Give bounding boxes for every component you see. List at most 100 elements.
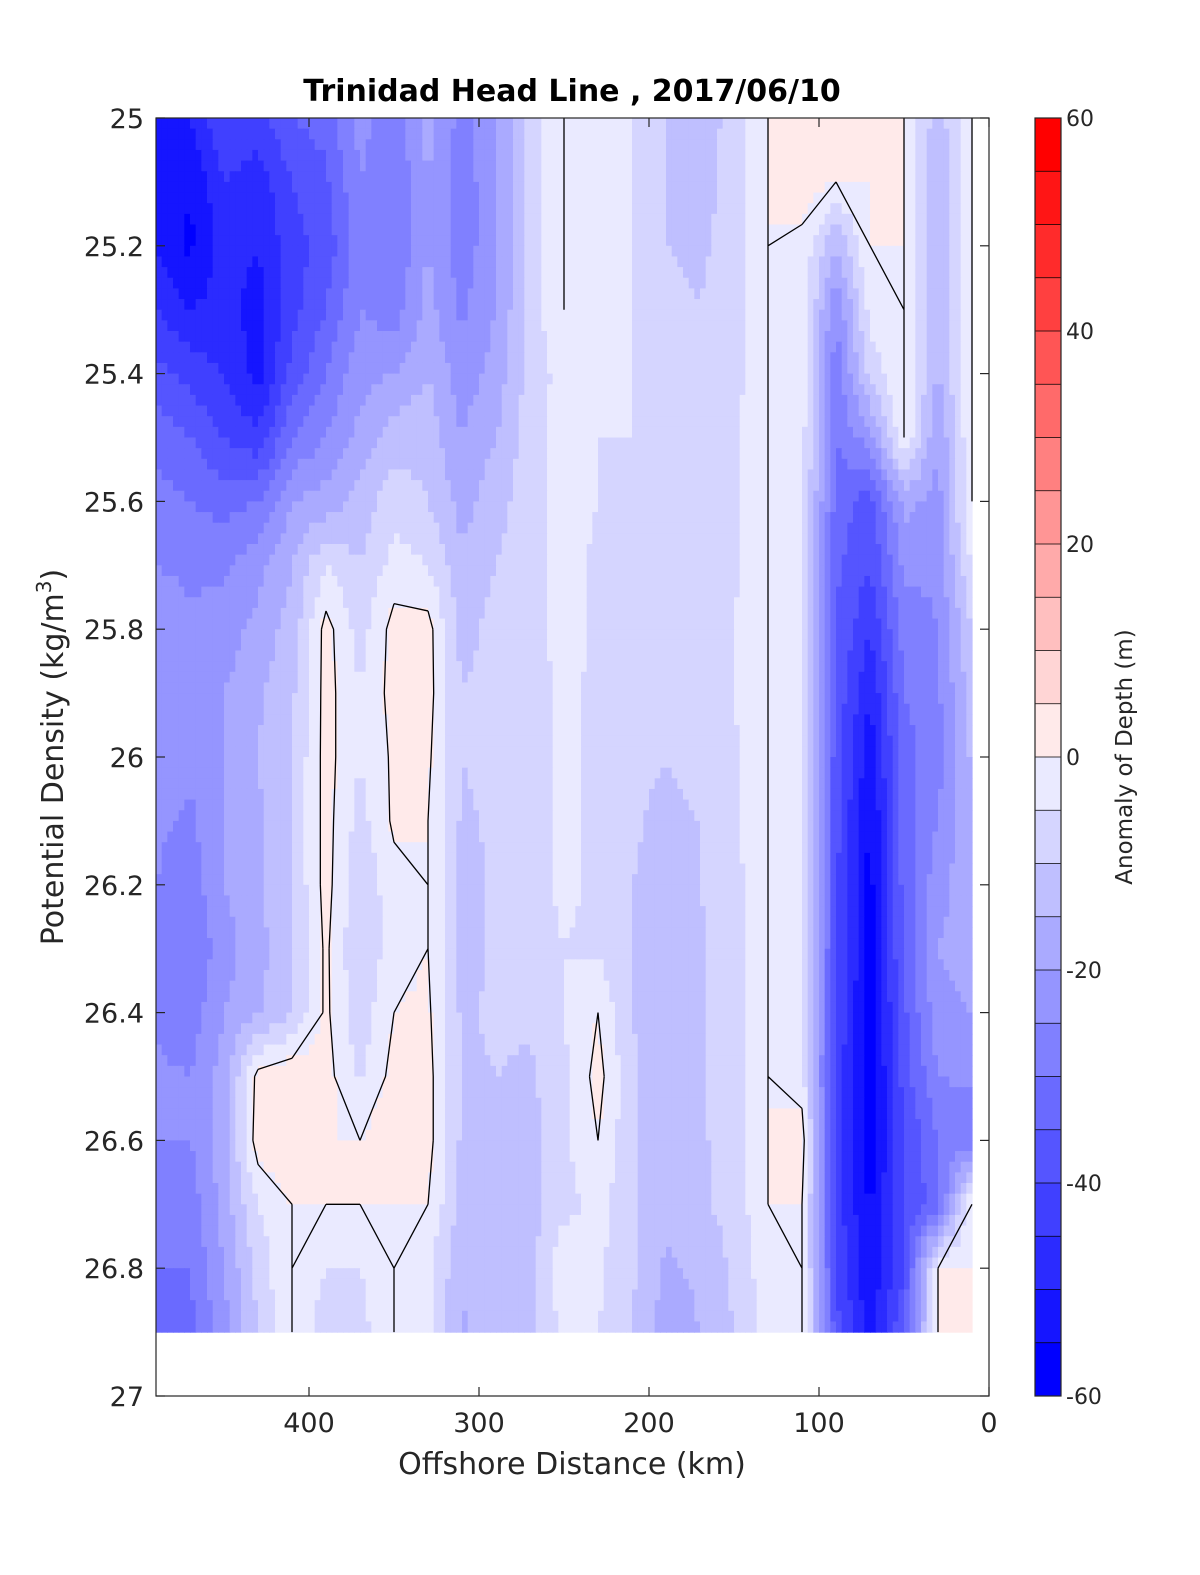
contour-cell <box>734 331 741 343</box>
contour-cell <box>660 490 667 502</box>
contour-cell <box>751 277 758 289</box>
contour-cell <box>269 362 276 375</box>
contour-cell <box>734 469 741 481</box>
contour-cell <box>263 139 270 151</box>
contour-cell <box>201 373 208 385</box>
contour-cell <box>717 309 724 321</box>
contour-cell <box>303 224 310 236</box>
contour-cell <box>496 245 503 258</box>
contour-cell <box>535 288 542 300</box>
contour-cell <box>728 267 735 279</box>
contour-cell <box>892 224 899 236</box>
contour-cell <box>847 320 854 332</box>
contour-cell <box>286 267 293 279</box>
contour-cell <box>745 458 752 471</box>
contour-cell <box>462 458 469 471</box>
contour-cell <box>258 213 265 226</box>
contour-cell <box>518 490 525 502</box>
contour-cell <box>479 480 486 492</box>
contour-cell <box>292 320 299 332</box>
contour-cell <box>348 213 355 226</box>
contour-cell <box>416 320 423 332</box>
contour-cell <box>671 192 678 204</box>
contour-cell <box>666 118 673 130</box>
contour-cell <box>156 469 163 481</box>
contour-cell <box>286 192 293 204</box>
contour-cell <box>433 128 440 140</box>
contour-cell <box>490 458 497 471</box>
contour-cell <box>348 128 355 140</box>
contour-cell <box>700 320 707 332</box>
contour-cell <box>541 352 548 364</box>
contour-cell <box>785 331 792 343</box>
contour-cell <box>881 160 888 172</box>
contour-cell <box>303 118 310 130</box>
contour-cell <box>275 320 282 332</box>
contour-cell <box>671 341 678 353</box>
contour-cell <box>847 181 854 194</box>
contour-cell <box>371 224 378 236</box>
contour-cell <box>870 299 877 311</box>
contour-cell <box>263 373 270 385</box>
contour-cell <box>632 171 639 183</box>
contour-cell <box>343 394 350 407</box>
contour-cell <box>966 118 973 130</box>
contour-cell <box>467 160 474 172</box>
contour-cell <box>751 203 758 215</box>
contour-cell <box>564 362 571 375</box>
contour-cell <box>246 245 253 258</box>
contour-cell <box>496 331 503 343</box>
contour-cell <box>178 288 185 300</box>
contour-cell <box>671 299 678 311</box>
contour-cell <box>309 320 316 332</box>
contour-cell <box>314 341 321 353</box>
contour-cell <box>949 139 956 151</box>
contour-cell <box>581 384 588 396</box>
contour-cell <box>932 213 939 226</box>
contour-cell <box>728 426 735 439</box>
contour-cell <box>405 405 412 417</box>
contour-cell <box>739 426 746 439</box>
contour-cell <box>813 352 820 364</box>
contour-cell <box>456 341 463 353</box>
contour-cell <box>501 256 508 268</box>
contour-cell <box>779 203 786 215</box>
contour-cell <box>836 245 843 258</box>
contour-cell <box>212 192 219 204</box>
contour-cell <box>309 437 316 449</box>
contour-cell <box>280 224 287 236</box>
contour-cell <box>790 341 797 353</box>
contour-cell <box>892 192 899 204</box>
contour-cell <box>711 362 718 375</box>
contour-cell <box>496 181 503 194</box>
contour-cell <box>773 139 780 151</box>
contour-cell <box>416 171 423 183</box>
contour-cell <box>739 362 746 375</box>
contour-cell <box>286 245 293 258</box>
contour-cell <box>824 118 831 130</box>
contour-cell <box>507 267 514 279</box>
contour-cell <box>365 309 372 321</box>
contour-cell <box>620 203 627 215</box>
contour-cell <box>388 160 395 172</box>
contour-cell <box>796 362 803 375</box>
contour-cell <box>190 394 197 407</box>
contour-cell <box>314 352 321 364</box>
contour-cell <box>722 192 729 204</box>
contour-cell <box>660 341 667 353</box>
contour-cell <box>337 299 344 311</box>
contour-cell <box>666 394 673 407</box>
contour-cell <box>671 267 678 279</box>
contour-cell <box>280 299 287 311</box>
contour-cell <box>858 416 865 428</box>
contour-cell <box>700 469 707 481</box>
contour-cell <box>178 469 185 481</box>
contour-cell <box>819 362 826 375</box>
contour-cell <box>620 320 627 332</box>
contour-cell <box>246 213 253 226</box>
contour-cell <box>252 118 259 130</box>
contour-cell <box>507 384 514 396</box>
contour-cell <box>881 235 888 247</box>
contour-cell <box>303 139 310 151</box>
contour-cell <box>212 256 219 268</box>
